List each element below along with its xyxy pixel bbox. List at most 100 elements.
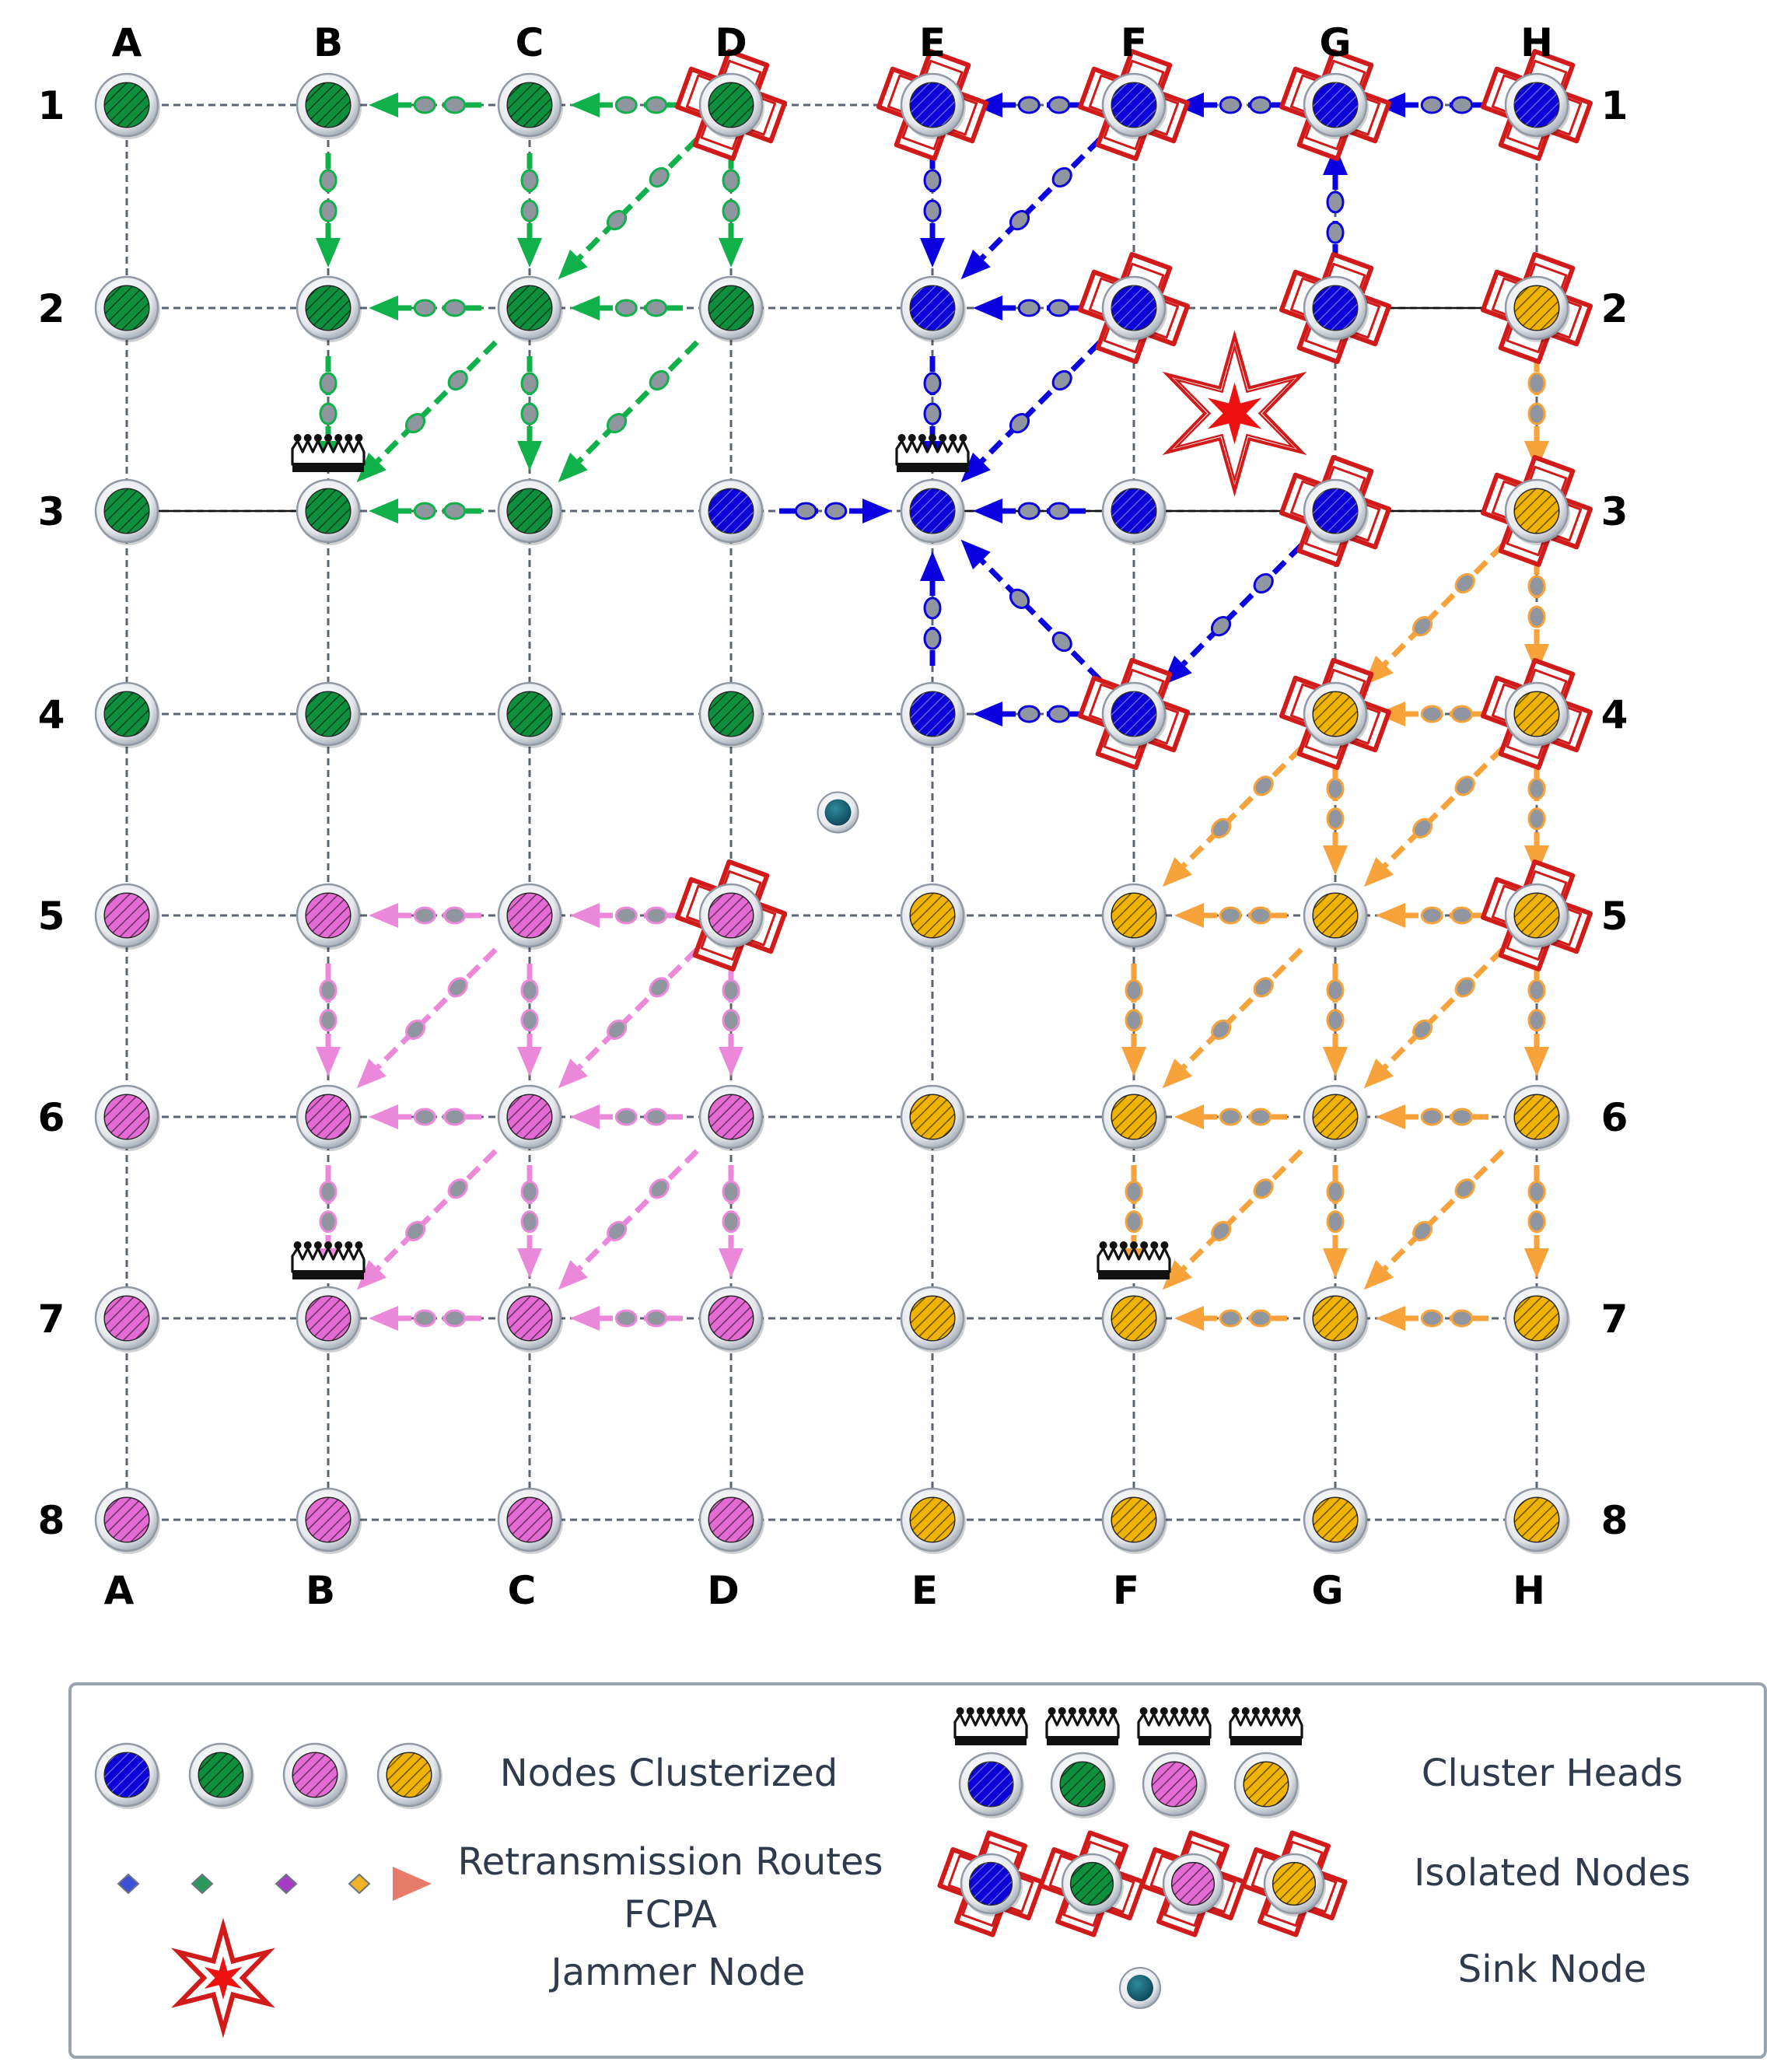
route-arrowhead [356,1059,387,1089]
route-arrow [1363,746,1505,887]
column-label-top: A [112,20,142,65]
route-relay-dot [1527,777,1546,800]
route-relay-dot [1527,1210,1546,1234]
route-arrow [960,539,1102,682]
row-label-left: 5 [38,894,65,939]
route-arrow [1524,762,1549,875]
route-relay-dot [614,96,638,114]
route-relay-dot [413,96,436,114]
route-relay-dot [1048,299,1071,317]
route-relay-dot [1249,1108,1272,1126]
route-arrow [558,137,699,280]
route-relay-dot [1249,1309,1272,1328]
route-arrowhead [920,238,945,268]
route-arrow [960,137,1102,280]
route-relay-dot [1450,705,1474,723]
route-relay-dot [319,372,338,395]
node-h6 [1504,1084,1570,1151]
route-relay-dot [1326,807,1345,831]
route-relay-dot [447,369,468,391]
route-relay-dot [1009,210,1030,231]
route-relay-dot [923,627,942,650]
column-label-bottom: E [911,1568,938,1613]
route-relay-dot [1454,775,1475,796]
route-relay-dot [606,210,628,231]
node-c2 [497,275,563,342]
crown-icon [895,434,970,472]
route-arrowhead [1174,1306,1204,1331]
route-arrow [1174,1306,1287,1331]
route-relay-dot [649,166,670,188]
node-b4 [296,681,362,748]
route-arrowhead [960,452,991,483]
route-relay-dot [319,1180,338,1203]
route-relay-dot [614,1108,638,1126]
node-e1 [876,48,989,162]
route-relay-dot [1454,977,1475,998]
route-arrowhead [369,93,398,117]
route-relay-dot [1454,1178,1475,1199]
route-arrow [1162,1149,1303,1290]
route-relay-dot [1253,977,1274,998]
route-relay-dot [794,502,817,520]
node-d3 [698,478,764,545]
route-arrowhead [973,499,1002,523]
column-label-bottom: D [707,1568,740,1613]
route-relay-dot [645,906,668,925]
legend-routes-line1: Retransmission Routes [458,1840,883,1884]
node-b5 [296,883,362,950]
route-relay-dot [443,96,467,114]
legend-routes-line2: FCPA [624,1893,717,1937]
node-f2 [1077,251,1191,365]
node-a2 [94,275,160,342]
column-label-top: B [313,20,343,65]
route-relay-dot [1249,906,1272,925]
route-arrow [920,153,945,268]
legend-isolated-nodes: Isolated Nodes [1414,1851,1691,1895]
route-line [979,340,1102,464]
node-c3 [497,478,563,545]
route-arrowhead [1363,1059,1394,1089]
route-arrowhead [1363,857,1394,887]
route-relay-dot [1211,1220,1232,1241]
route-arrow [1323,964,1348,1076]
row-label-left: 4 [38,692,65,737]
node-h8 [1504,1487,1570,1554]
route-relay-dot [413,299,436,317]
route-arrowhead [558,452,588,483]
route-relay-dot [443,299,467,317]
route-arrow [1174,1104,1287,1129]
route-arrow [1524,356,1549,471]
column-label-top: D [715,20,747,65]
route-arrow [369,296,481,320]
route-arrow [558,1149,699,1290]
node-b2 [296,275,362,342]
node-f5 [1101,883,1167,950]
route-relay-dot [923,597,942,620]
route-arrow [316,153,341,268]
route-arrow [1323,1165,1348,1278]
node-a6 [94,1084,160,1151]
crown-icon [953,1707,1028,1745]
node-d6 [698,1084,764,1151]
route-arrowhead [960,249,991,280]
route-arrowhead [1376,1306,1405,1331]
column-label-bottom: F [1113,1568,1139,1613]
route-line [577,947,699,1069]
route-line [375,340,498,464]
route-arrowhead [570,1104,600,1129]
route-relay-dot [923,372,942,395]
row-label-left: 1 [38,83,65,128]
route-relay-dot [722,1180,740,1203]
node-a3 [94,478,160,545]
route-arrow [369,1104,481,1129]
crown-icon [1137,1707,1212,1745]
route-arrowhead [316,238,341,268]
node-b8 [296,1487,362,1554]
route-relay-dot [1051,166,1072,188]
legend-nodes-clusterized: Nodes Clusterized [500,1752,838,1795]
route-arrow [779,499,892,523]
route-arrowhead [356,452,387,483]
route-arrow [1323,145,1348,260]
route-relay-dot [319,1009,338,1032]
